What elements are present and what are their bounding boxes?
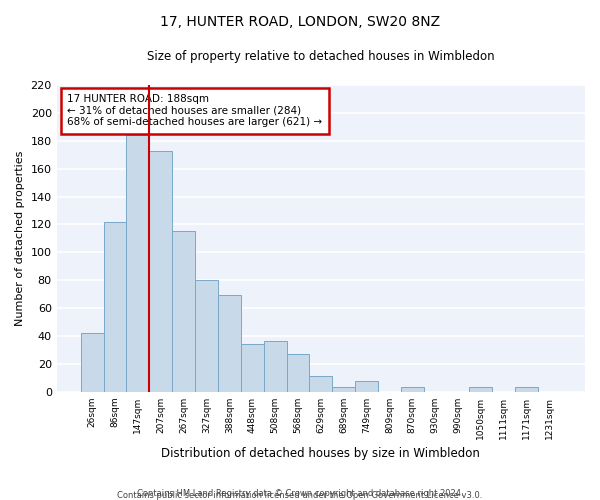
Text: Contains HM Land Registry data © Crown copyright and database right 2024.: Contains HM Land Registry data © Crown c… <box>137 488 463 498</box>
Bar <box>401 388 424 392</box>
Bar <box>355 380 378 392</box>
Text: Contains public sector information licensed under the Open Government Licence v3: Contains public sector information licen… <box>118 491 482 500</box>
Bar <box>104 222 127 392</box>
Bar <box>310 376 332 392</box>
Bar <box>469 388 493 392</box>
Title: Size of property relative to detached houses in Wimbledon: Size of property relative to detached ho… <box>147 50 494 63</box>
Bar <box>172 232 195 392</box>
Bar <box>127 135 149 392</box>
Bar <box>332 388 355 392</box>
Bar <box>287 354 310 392</box>
Bar <box>80 333 104 392</box>
Y-axis label: Number of detached properties: Number of detached properties <box>15 150 25 326</box>
Bar <box>149 150 172 392</box>
X-axis label: Distribution of detached houses by size in Wimbledon: Distribution of detached houses by size … <box>161 447 480 460</box>
Text: 17 HUNTER ROAD: 188sqm
← 31% of detached houses are smaller (284)
68% of semi-de: 17 HUNTER ROAD: 188sqm ← 31% of detached… <box>67 94 322 128</box>
Bar <box>263 342 287 392</box>
Bar <box>195 280 218 392</box>
Text: 17, HUNTER ROAD, LONDON, SW20 8NZ: 17, HUNTER ROAD, LONDON, SW20 8NZ <box>160 15 440 29</box>
Bar <box>241 344 263 392</box>
Bar <box>515 388 538 392</box>
Bar <box>218 296 241 392</box>
